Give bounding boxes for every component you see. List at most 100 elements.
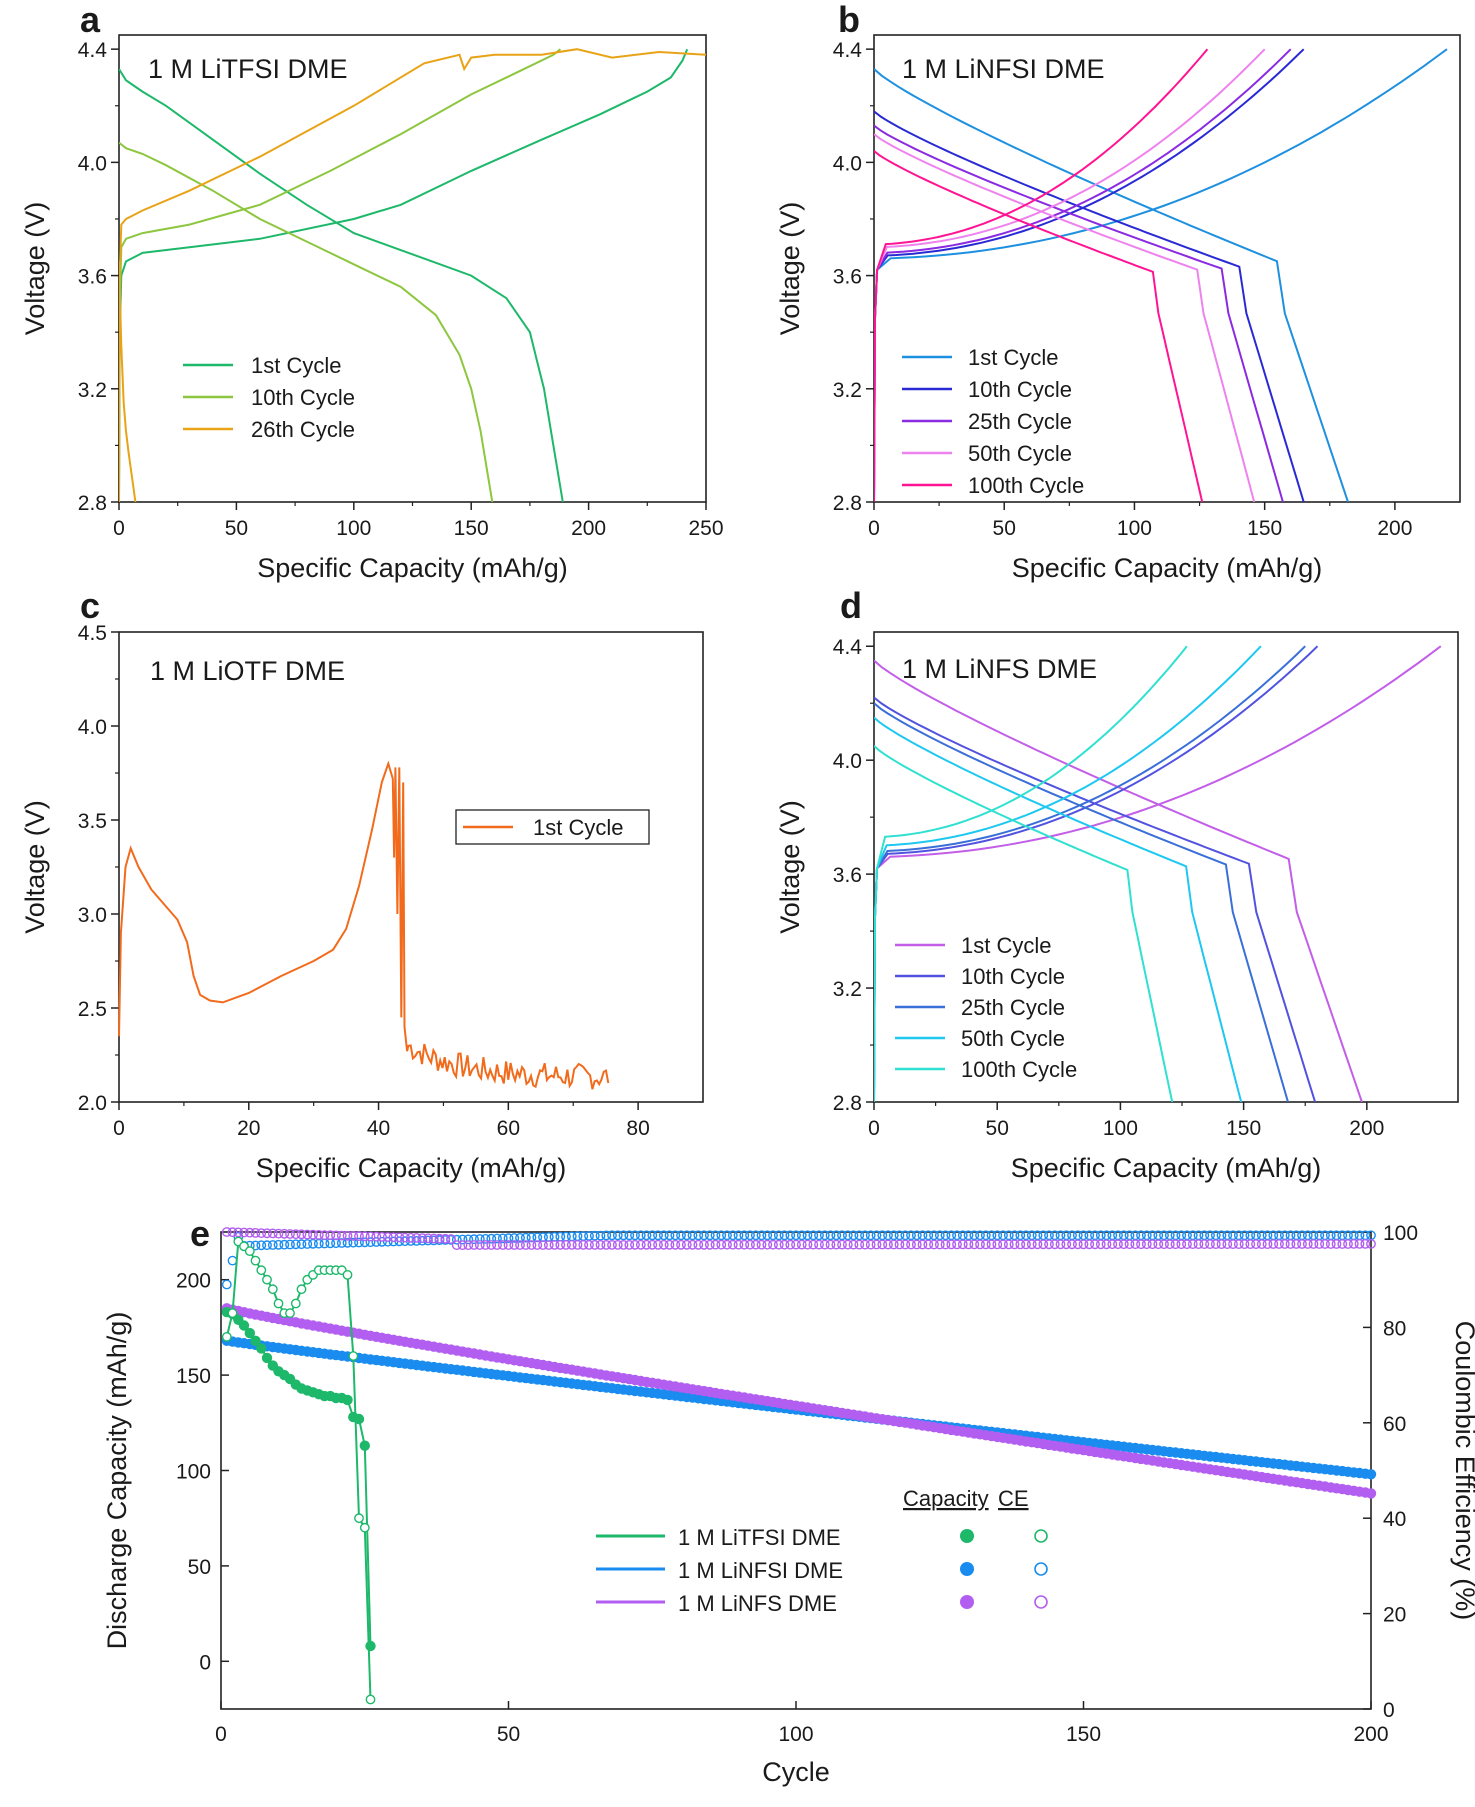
y-tick-label: 2.5 <box>78 998 107 1021</box>
ce-point <box>497 1233 508 1244</box>
ce-point <box>365 1231 376 1242</box>
legend-label: 100th Cycle <box>961 1057 1077 1082</box>
ce-point <box>647 1239 658 1250</box>
panel-letter: b <box>838 0 860 40</box>
x-tick-label: 200 <box>571 517 606 540</box>
legend: Capacity CE 1 M LiTFSI DME 1 M LiNFSI DME 1 … <box>596 1486 1048 1616</box>
ce-point <box>400 1232 410 1243</box>
voltage-curve-series-1 <box>118 760 610 1090</box>
discharge-curve-series-1 <box>119 68 564 502</box>
capacity-point <box>365 1640 376 1652</box>
ce-point <box>239 1227 249 1238</box>
ce-point <box>302 1229 313 1240</box>
ce-point <box>250 1255 261 1266</box>
ce-point <box>515 1240 525 1250</box>
ce-point <box>417 1233 428 1244</box>
ce-point <box>854 1239 865 1250</box>
ce-point <box>394 1232 405 1243</box>
y-tick-label: 3.6 <box>78 266 107 289</box>
ce-point <box>745 1239 755 1250</box>
ce-point <box>969 1239 980 1250</box>
ce-point <box>354 1231 364 1242</box>
ce-point <box>900 1230 911 1241</box>
ce-point <box>601 1230 612 1241</box>
ce-point <box>348 1231 359 1241</box>
y-axis-label: Voltage (V) <box>775 202 805 336</box>
legend-capacity-marker <box>960 1562 974 1576</box>
ce-point <box>1015 1239 1026 1250</box>
ce-point <box>825 1230 836 1241</box>
ce-point <box>773 1239 784 1250</box>
ce-point <box>1182 1239 1192 1250</box>
ce-point <box>469 1240 479 1250</box>
ce-point <box>1044 1239 1054 1250</box>
ce-point <box>532 1232 543 1243</box>
charge-curve-series-4 <box>874 645 1262 1102</box>
ce-point <box>1268 1239 1279 1249</box>
capacity-line-series-1 <box>226 1311 372 1647</box>
ce-point <box>992 1239 1003 1250</box>
ce-point <box>532 1240 543 1250</box>
ce-point <box>336 1238 347 1248</box>
ce-point <box>273 1239 284 1250</box>
ce-point <box>359 1231 370 1242</box>
ce-point <box>687 1239 698 1250</box>
y-tick-label: 3.2 <box>78 379 107 402</box>
x-tick-label: 200 <box>1353 1723 1388 1746</box>
plot-frame <box>873 631 1459 1103</box>
ce-point <box>595 1240 606 1250</box>
ce-point <box>699 1230 709 1241</box>
ce-point <box>509 1240 520 1250</box>
legend-label: 1 M LiNFS DME <box>678 1591 837 1616</box>
ce-point <box>1251 1239 1261 1250</box>
ce-series-3 <box>221 1227 1376 1251</box>
y-tick-label: 4.0 <box>78 152 107 175</box>
ce-point <box>1320 1239 1330 1249</box>
ce-point <box>1003 1239 1014 1250</box>
ce-point <box>710 1230 721 1241</box>
ce-point <box>342 1270 353 1280</box>
ce-point <box>630 1230 640 1241</box>
ce-point <box>336 1230 347 1241</box>
charge-curve-series-3 <box>874 48 1292 502</box>
legend-label: 50th Cycle <box>968 441 1072 466</box>
ce-point <box>739 1230 750 1241</box>
x-axis-label: Specific Capacity (mAh/g) <box>256 1153 567 1183</box>
ce-point <box>888 1239 899 1250</box>
ce-point <box>658 1239 669 1250</box>
ce-point <box>549 1240 560 1250</box>
ce-point <box>1084 1239 1095 1250</box>
ce-point <box>451 1234 462 1245</box>
ce-point <box>1147 1239 1158 1250</box>
y2-tick-label: 60 <box>1383 1413 1406 1436</box>
ce-point <box>917 1230 928 1241</box>
ce-point <box>1118 1239 1129 1250</box>
ce-point <box>434 1233 445 1244</box>
y-tick-label: 4.0 <box>833 750 862 773</box>
ce-point <box>814 1230 824 1241</box>
x-tick-label: 200 <box>1377 517 1412 540</box>
ce-point <box>365 1237 376 1248</box>
charge-curve-series-1 <box>874 48 1448 502</box>
ce-point <box>653 1230 663 1241</box>
ce-point <box>474 1240 485 1250</box>
ce-point <box>727 1239 738 1250</box>
discharge-curve-series-2 <box>874 110 1305 502</box>
ce-point <box>457 1234 468 1245</box>
ce-point <box>1360 1239 1371 1249</box>
ce-point <box>589 1230 600 1241</box>
capacity-point <box>353 1413 365 1425</box>
ce-point <box>733 1230 744 1241</box>
ce-point <box>865 1230 876 1241</box>
x-tick-label: 50 <box>497 1723 520 1746</box>
ce-point <box>451 1240 462 1251</box>
charge-curve-series-4 <box>874 48 1266 502</box>
y-tick-label: 3.2 <box>833 379 862 402</box>
ce-point <box>888 1230 899 1241</box>
ce-point <box>463 1234 474 1245</box>
panel-title: 1 M LiNFS DME <box>902 654 1097 684</box>
ce-point <box>1297 1239 1307 1249</box>
ce-point <box>756 1230 767 1241</box>
ce-point <box>894 1239 905 1250</box>
ce-point <box>1038 1239 1049 1250</box>
